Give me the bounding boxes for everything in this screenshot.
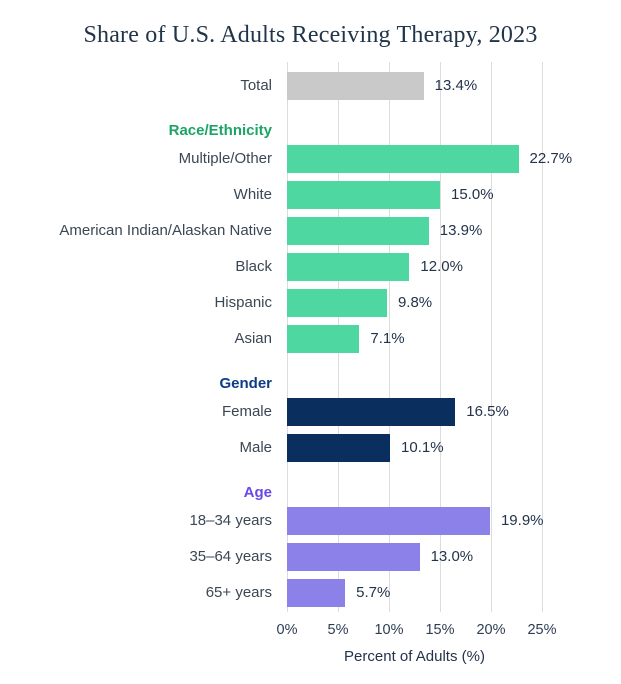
section-header: Age: [243, 484, 272, 501]
bar: [287, 325, 360, 353]
bar-label: 18–34 years: [189, 512, 272, 529]
chart-title: Share of U.S. Adults Receiving Therapy, …: [83, 22, 538, 48]
bar: [287, 181, 440, 209]
bar: [287, 398, 456, 426]
bar-label: Black: [235, 258, 272, 275]
x-tick-label: 5%: [327, 622, 349, 638]
bar: [287, 145, 519, 173]
bar-label: American Indian/Alaskan Native: [59, 222, 272, 239]
bar-value: 19.9%: [500, 512, 544, 529]
bar-label: Total: [240, 77, 272, 94]
gridline: [389, 62, 390, 612]
bar-value: 10.1%: [401, 439, 444, 456]
bar-label: Male: [239, 439, 272, 456]
bar-value: 15.0%: [451, 186, 494, 203]
bar-value: 13.4%: [434, 77, 478, 94]
bar-label: Multiple/Other: [178, 150, 272, 167]
x-tick-label: 0%: [276, 622, 298, 638]
x-axis-label: Percent of Adults (%): [344, 648, 485, 665]
x-tick-label: 25%: [527, 622, 557, 638]
bar-value: 7.1%: [370, 330, 405, 347]
gridline: [542, 62, 543, 612]
x-tick-label: 15%: [425, 622, 455, 638]
section-header: Race/Ethnicity: [168, 122, 272, 139]
bar-value: 13.0%: [430, 548, 474, 565]
bar: [287, 507, 490, 535]
bar-label: 35–64 years: [189, 548, 272, 565]
gridline: [440, 62, 441, 612]
bar: [287, 434, 391, 462]
bar: [287, 253, 410, 281]
bar-label: Hispanic: [214, 294, 272, 311]
gridline: [491, 62, 492, 612]
x-tick-label: 20%: [476, 622, 506, 638]
bar: [287, 579, 346, 607]
bar-label: Female: [221, 403, 272, 420]
bar-label: 65+ years: [205, 584, 272, 601]
bar-value: 5.7%: [356, 584, 391, 601]
x-tick-label: 10%: [374, 622, 404, 638]
bar-label: White: [233, 186, 272, 203]
section-header: Gender: [219, 375, 272, 392]
bar-value: 12.0%: [420, 258, 463, 275]
bar: [287, 543, 420, 571]
bar: [287, 217, 429, 245]
bar: [287, 72, 424, 100]
bar-value: 9.8%: [397, 294, 433, 311]
bar-label: Asian: [234, 330, 272, 347]
bar: [287, 289, 387, 317]
bar-value: 22.7%: [529, 150, 573, 167]
bar-value: 16.5%: [466, 403, 509, 420]
bar-value: 13.9%: [439, 222, 483, 239]
